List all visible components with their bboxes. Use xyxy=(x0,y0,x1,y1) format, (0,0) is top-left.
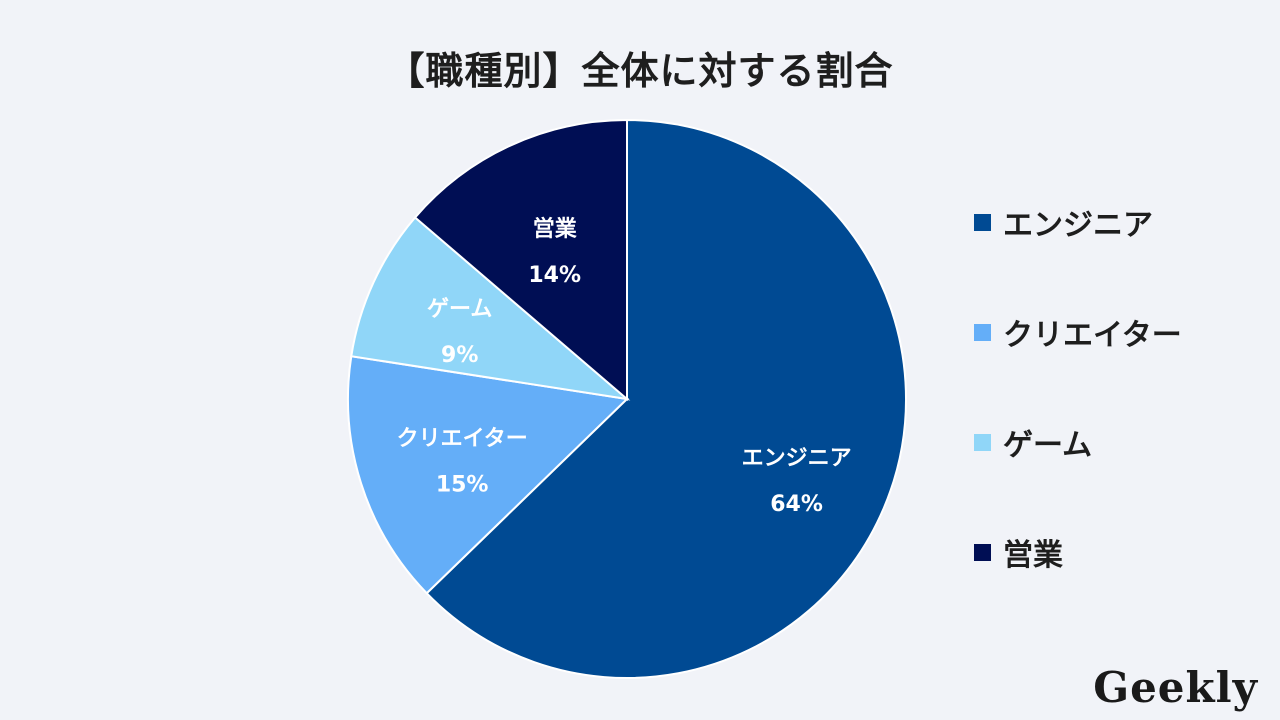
pie-slices xyxy=(347,118,907,679)
legend-item: エンジニア xyxy=(974,200,1153,244)
pie-labels: エンジニア 64% クリエイター 15% ゲーム 9% 営業 14% xyxy=(397,216,852,517)
geekly-logo: Geekly xyxy=(1093,663,1258,712)
legend-item: クリエイター xyxy=(974,310,1182,354)
legend-swatch xyxy=(974,433,991,451)
legend-item: ゲーム xyxy=(974,420,1092,464)
legend-label: 営業 xyxy=(1003,538,1063,573)
pie-slice-2 xyxy=(350,216,631,401)
pie-slice-0 xyxy=(425,118,907,679)
pie-slice-1 xyxy=(347,355,630,595)
slice-value-label: 14% xyxy=(528,263,581,288)
slice-category-label: 営業 xyxy=(533,216,578,242)
slice-category-label: ゲーム xyxy=(427,297,492,322)
slice-value-label: 9% xyxy=(441,343,478,368)
chart-title: 【職種別】全体に対する割合 xyxy=(386,49,894,93)
slice-category-label: クリエイター xyxy=(397,426,528,451)
legend-swatch xyxy=(974,213,991,231)
legend-label: ゲーム xyxy=(1003,428,1093,463)
legend-item: 営業 xyxy=(974,530,1063,574)
slice-value-label: 15% xyxy=(436,472,489,497)
legend-label: クリエイター xyxy=(1003,318,1182,353)
pie-slice-3 xyxy=(413,118,628,402)
legend-swatch xyxy=(974,323,991,341)
legend-label: エンジニア xyxy=(1003,208,1153,243)
slice-category-label: エンジニア xyxy=(742,446,852,471)
slice-value-label: 64% xyxy=(770,492,823,517)
legend-swatch xyxy=(974,543,991,561)
